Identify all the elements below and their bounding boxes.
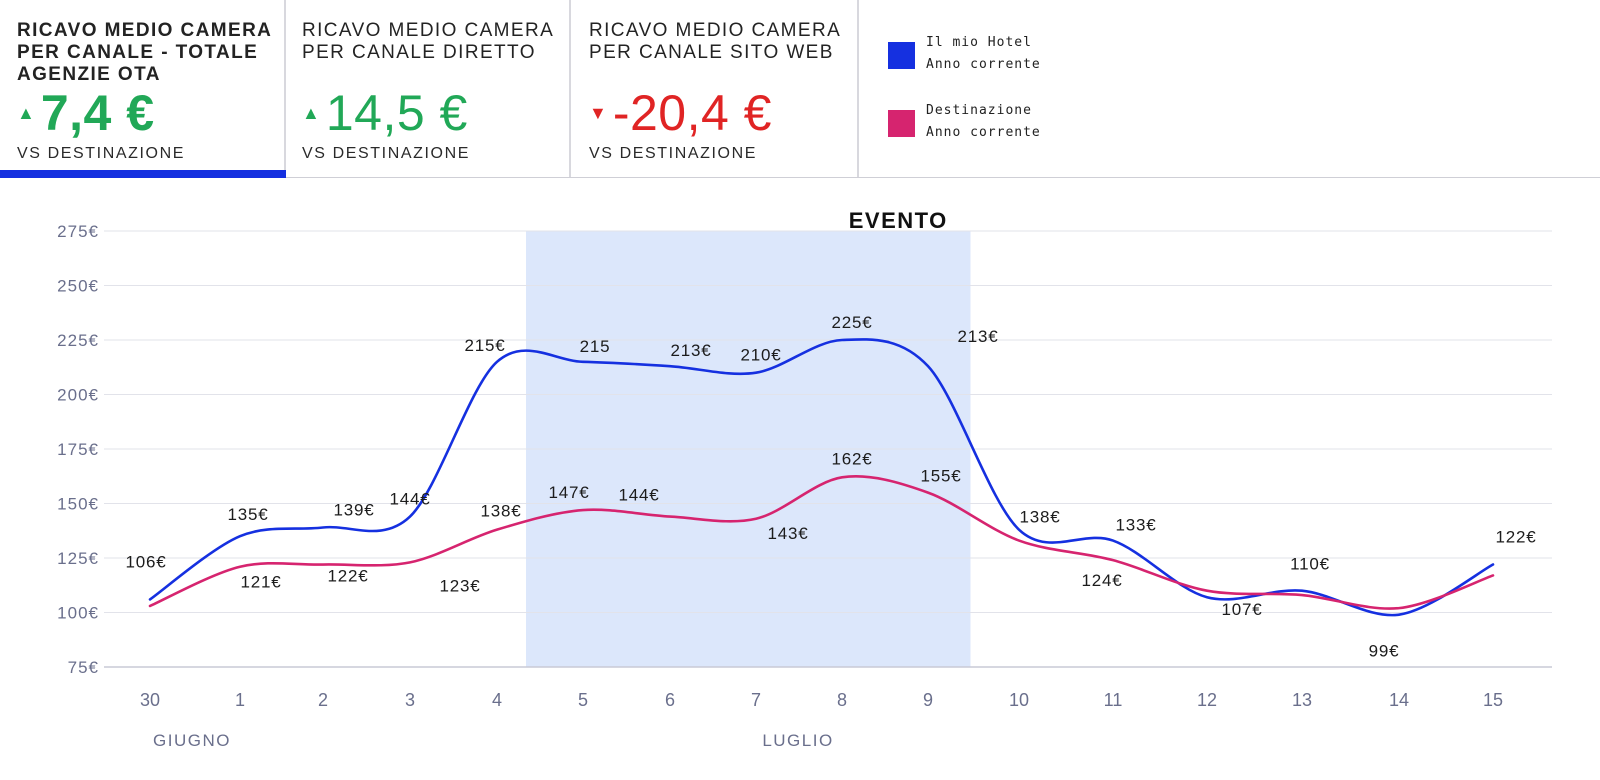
- month-label: LUGLIO: [762, 731, 833, 750]
- data-label-destination: 155€: [920, 467, 961, 486]
- legend-swatch-hotel: [888, 42, 915, 69]
- data-label-hotel: 138€: [1019, 508, 1060, 527]
- kpi-card-ota[interactable]: Ricavo medio camera per canale - totale …: [0, 0, 286, 178]
- data-label-hotel: 106€: [125, 552, 166, 571]
- data-label-hotel: 107€: [1221, 600, 1262, 619]
- month-label: GIUGNO: [153, 731, 231, 750]
- trend-up-icon: ▲: [302, 102, 320, 123]
- y-tick-label: 150€: [57, 495, 99, 514]
- x-tick-label: 1: [235, 690, 245, 710]
- x-tick-label: 12: [1197, 690, 1217, 710]
- y-tick-label: 200€: [57, 386, 99, 405]
- data-label-hotel: 215€: [464, 336, 505, 355]
- kpi-value-row: ▼ -20,4 €: [589, 88, 772, 138]
- kpi-subtitle: VS DESTINAZIONE: [302, 145, 471, 162]
- kpi-title: Ricavo medio camera per canale - totale …: [17, 20, 272, 85]
- legend-name: Destinazione: [926, 103, 1032, 118]
- x-tick-label: 30: [140, 690, 160, 710]
- data-label-hotel: 139€: [333, 500, 374, 519]
- kpi-card-website[interactable]: Ricavo medio camera per canale sito web …: [571, 0, 859, 177]
- legend-swatch-destination: [888, 110, 915, 137]
- legend-name: Il mio Hotel: [926, 35, 1032, 50]
- y-tick-label: 75€: [68, 658, 99, 677]
- data-label-hotel: 99€: [1369, 642, 1400, 661]
- kpi-row: Ricavo medio camera per canale - totale …: [0, 0, 1600, 178]
- kpi-value: 7,4 €: [40, 85, 155, 141]
- x-tick-label: 15: [1483, 690, 1503, 710]
- x-tick-label: 13: [1292, 690, 1312, 710]
- kpi-subtitle: VS DESTINAZIONE: [17, 145, 186, 162]
- x-tick-label: 11: [1104, 690, 1123, 710]
- data-label-destination: 147€: [548, 483, 589, 502]
- series-line-destination: [148, 475, 1495, 610]
- x-tick-label: 3: [405, 690, 415, 710]
- legend-item-destination[interactable]: Destinazione Anno corrente: [886, 100, 1041, 146]
- data-label-hotel: 213€: [957, 327, 998, 346]
- kpi-subtitle: VS DESTINAZIONE: [589, 145, 758, 162]
- kpi-value-row: ▲ 14,5 €: [302, 88, 468, 138]
- data-label-destination: 124€: [1081, 571, 1122, 590]
- y-tick-label: 225€: [57, 331, 99, 350]
- legend-period: Anno corrente: [926, 125, 1041, 140]
- x-tick-label: 5: [578, 690, 588, 710]
- data-label-destination: 162€: [831, 449, 872, 468]
- data-label-hotel: 122€: [1495, 528, 1536, 547]
- y-tick-label: 250€: [57, 277, 99, 296]
- event-label: EVENTO: [849, 208, 948, 233]
- trend-up-icon: ▲: [17, 102, 35, 123]
- x-tick-label: 2: [318, 690, 328, 710]
- data-label-hotel: 215: [580, 337, 611, 356]
- series-line-hotel: [148, 338, 1495, 617]
- x-tick-label: 9: [923, 690, 933, 710]
- legend-period: Anno corrente: [926, 57, 1041, 72]
- data-label-destination: 123€: [439, 576, 480, 595]
- legend-item-hotel[interactable]: Il mio Hotel Anno corrente: [886, 32, 1041, 78]
- active-tab-indicator: [0, 170, 286, 178]
- data-label-hotel: 210€: [740, 346, 781, 365]
- data-label-destination: 122€: [327, 567, 368, 586]
- kpi-title: Ricavo medio camera per canale diretto: [302, 20, 554, 63]
- line-chart: EVENTO275€250€225€200€175€150€125€100€75…: [57, 208, 1552, 750]
- kpi-value-row: ▲ 7,4 €: [17, 88, 155, 138]
- data-label-hotel: 225€: [831, 313, 872, 332]
- x-tick-label: 4: [492, 690, 502, 710]
- kpi-value: 14,5 €: [325, 85, 468, 141]
- kpi-card-direct[interactable]: Ricavo medio camera per canale diretto ▲…: [286, 0, 571, 177]
- y-tick-label: 175€: [57, 440, 99, 459]
- y-tick-label: 125€: [57, 549, 99, 568]
- data-label-destination: 138€: [480, 502, 521, 521]
- data-label-destination: 144€: [618, 486, 659, 505]
- data-label-hotel: 133€: [1115, 516, 1156, 535]
- trend-down-icon: ▼: [589, 102, 607, 123]
- data-label-hotel: 144€: [389, 490, 430, 509]
- x-tick-label: 14: [1389, 690, 1409, 710]
- y-tick-label: 275€: [57, 222, 99, 241]
- data-label-destination: 121€: [240, 573, 281, 592]
- x-tick-label: 8: [837, 690, 847, 710]
- data-label-hotel: 213€: [670, 341, 711, 360]
- x-tick-label: 10: [1009, 690, 1029, 710]
- x-tick-label: 7: [751, 690, 761, 710]
- kpi-value: -20,4 €: [612, 85, 772, 141]
- kpi-title: Ricavo medio camera per canale sito web: [589, 20, 841, 63]
- chart-legend: Il mio Hotel Anno corrente Destinazione …: [886, 32, 1041, 168]
- y-tick-label: 100€: [57, 604, 99, 623]
- data-label-hotel: 135€: [227, 505, 268, 524]
- x-tick-label: 6: [665, 690, 675, 710]
- data-label-hotel: 110€: [1290, 555, 1330, 574]
- data-label-destination: 143€: [767, 524, 808, 543]
